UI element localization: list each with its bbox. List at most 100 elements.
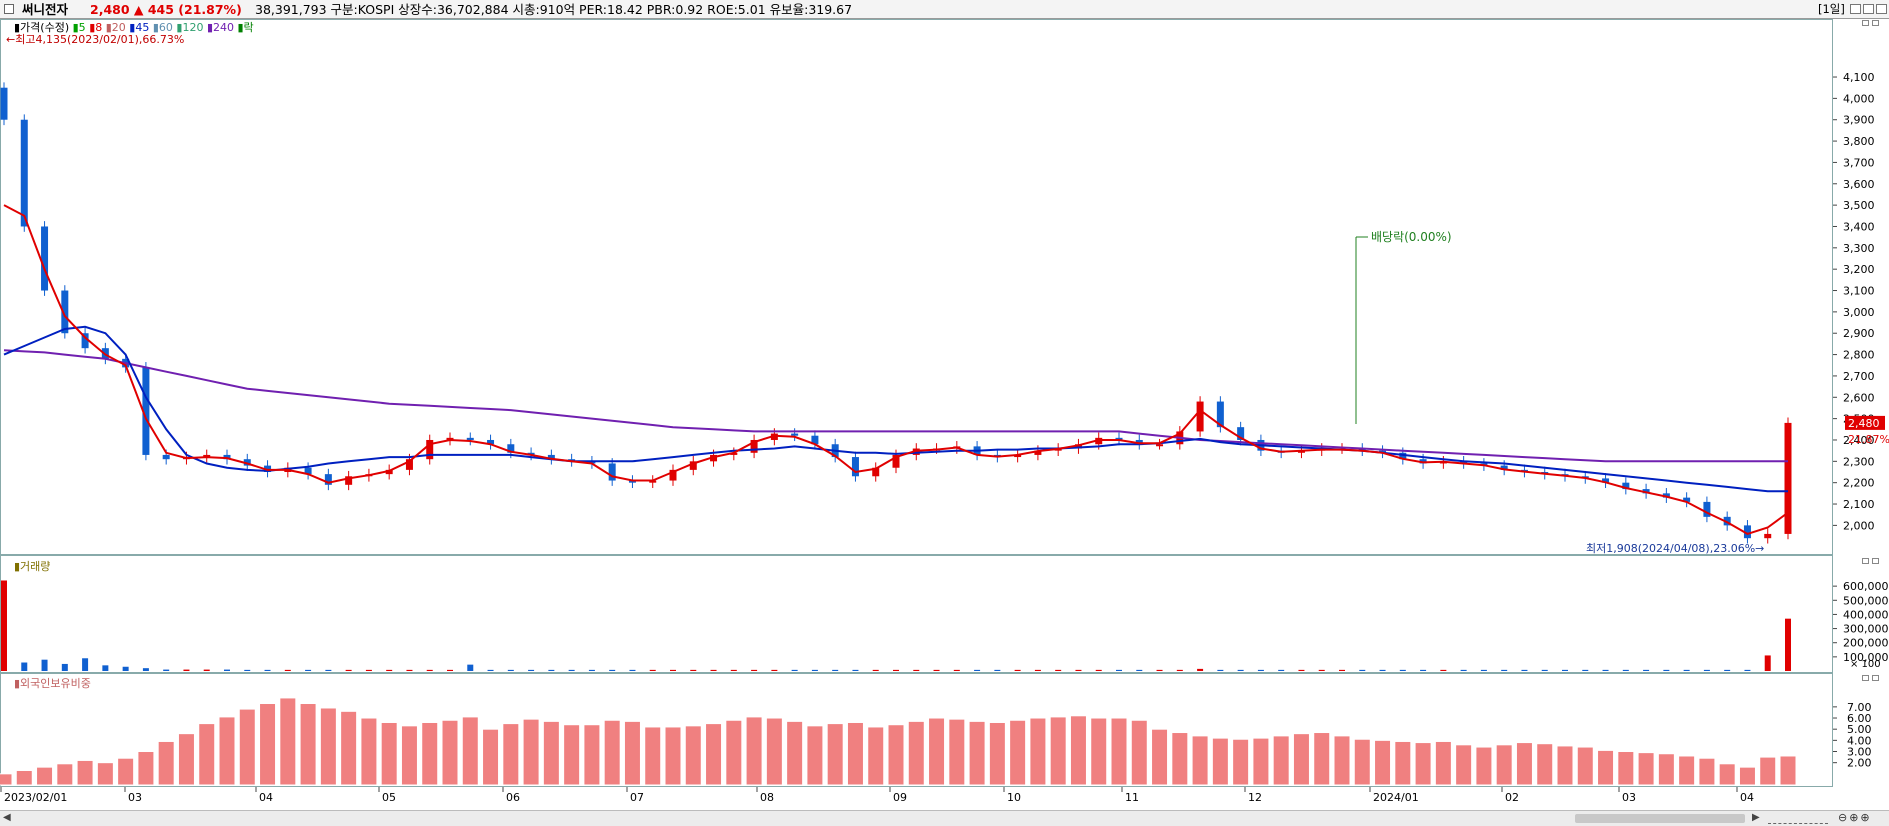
maximize-icon[interactable] [1863, 4, 1874, 14]
scroll-thumb[interactable] [1575, 814, 1745, 823]
foreign-bar [1232, 738, 1250, 786]
foreign-tick-label: 6.00 [1847, 712, 1872, 725]
volume-bar [507, 669, 514, 671]
pane-close-icon[interactable] [1872, 675, 1879, 681]
volume-bar [872, 669, 879, 671]
volume-bar [670, 669, 676, 671]
zoom-slider[interactable] [1768, 814, 1828, 824]
foreign-bar [1252, 737, 1270, 786]
restore-icon[interactable] [1850, 4, 1861, 14]
foreign-bar [705, 723, 723, 786]
volume-bar [1014, 669, 1021, 671]
foreign-bar [1779, 755, 1797, 786]
pane-settings-icon[interactable] [1862, 558, 1869, 564]
price-tick-label: 2,600 [1843, 391, 1875, 404]
volume-bar [1764, 655, 1771, 671]
foreign-bar [117, 757, 135, 786]
volume-bar [1156, 669, 1163, 671]
zoom-icons[interactable]: ⊖⊕⊕ [1838, 811, 1872, 824]
candle [1034, 450, 1042, 455]
foreign-bar [238, 708, 256, 786]
foreign-bar [786, 720, 804, 786]
volume-bar [791, 669, 798, 671]
pane-settings-icon[interactable] [1862, 20, 1869, 26]
foreign-bar [1718, 763, 1736, 786]
volume-bar [1562, 669, 1568, 671]
x-tick-label: 12 [1248, 791, 1262, 804]
x-tick-label: 05 [382, 791, 396, 804]
scroll-left-icon[interactable]: ◀ [3, 812, 11, 823]
close-icon[interactable] [1876, 4, 1887, 14]
pane-close-icon[interactable] [1872, 20, 1879, 26]
x-axis: 2023/02/01 03 04 05 06 07 08 09 10 11 12 2024/01 02 0… [0, 787, 1754, 804]
volume-bar [1724, 669, 1731, 671]
volume-bar [1095, 669, 1102, 671]
foreign-bar [988, 721, 1006, 786]
foreign-bar [563, 724, 581, 786]
candle [1784, 422, 1792, 534]
candle [1703, 501, 1711, 517]
candle [203, 454, 211, 458]
foreign-tick-label: 4.00 [1847, 734, 1872, 747]
foreign-bar [482, 728, 500, 786]
foreign-bar [765, 717, 783, 786]
foreign-bar [542, 720, 560, 786]
foreign-bar [846, 721, 864, 786]
stock-info: 38,391,793 구분:KOSPI 상장수:36,702,884 시총:91… [255, 2, 853, 17]
select-checkbox[interactable] [4, 4, 14, 14]
volume-bar [1136, 669, 1143, 671]
candle [608, 463, 616, 481]
candle [1764, 533, 1772, 539]
stock-chart[interactable]: 2,0002,1002,2002,3002,4002,5002,6002,700… [0, 19, 1889, 810]
x-tick-label: 03 [128, 791, 142, 804]
foreign-bar [1515, 742, 1533, 786]
pane-settings-icon[interactable] [1862, 675, 1869, 681]
x-tick-label: 2024/01 [1373, 791, 1419, 804]
foreign-bar [1678, 755, 1696, 786]
candle [851, 457, 859, 477]
candle [730, 452, 738, 455]
foreign-bar [1617, 751, 1635, 786]
volume-bar [1521, 669, 1528, 671]
stock-name[interactable]: 써니전자 [22, 2, 69, 17]
foreign-bar [502, 723, 520, 786]
price-tick-label: 3,600 [1843, 178, 1875, 191]
foreign-bar [1029, 717, 1047, 786]
x-tick-label: 08 [760, 791, 774, 804]
foreign-bar [948, 718, 966, 786]
foreign-bar [1394, 740, 1412, 786]
volume-bar [1643, 669, 1650, 671]
candle [791, 433, 799, 436]
candle [243, 459, 251, 466]
volume-bar [1176, 669, 1183, 671]
legend-ma: ▮240 [207, 21, 238, 34]
current-pct-label: 21.87% [1848, 433, 1889, 446]
candle [1358, 448, 1366, 451]
legend-line: ▮가격(수정) ▮5 ▮8 ▮20 ▮45 ▮60 ▮120 ▮240 ▮락 [14, 21, 254, 34]
volume-bar [325, 669, 332, 671]
period-selector[interactable]: [1일] [1818, 2, 1845, 16]
price-tick-label: 3,400 [1843, 220, 1875, 233]
foreign-bar [887, 724, 905, 786]
foreign-bar [1556, 745, 1574, 786]
candle [1602, 478, 1610, 483]
foreign-bar [96, 762, 114, 786]
volume-bar [1683, 669, 1690, 671]
price-tick-label: 3,200 [1843, 263, 1875, 276]
foreign-bar [1272, 735, 1290, 786]
volume-bar [1237, 669, 1244, 671]
candle [649, 480, 657, 483]
scroll-right-icon[interactable]: ▶ [1752, 812, 1760, 823]
price-tick-label: 4,100 [1843, 71, 1875, 84]
foreign-bar [644, 726, 662, 786]
volume-bar [82, 658, 89, 671]
volume-bar [1116, 669, 1122, 671]
volume-bar [1663, 669, 1670, 671]
volume-bar [1034, 669, 1041, 671]
foreign-tick-label: 7.00 [1847, 701, 1872, 714]
volume-bar [629, 669, 636, 671]
candle [1297, 450, 1305, 453]
pane-close-icon[interactable] [1872, 558, 1879, 564]
x-tick-label: 07 [630, 791, 644, 804]
legend-ma: ▮120 [176, 21, 207, 34]
